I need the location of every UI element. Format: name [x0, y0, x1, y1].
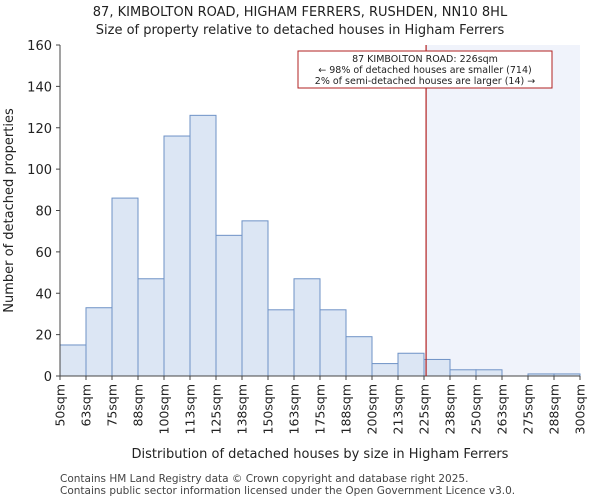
bar [137, 278, 165, 377]
x-tick-label: 200sqm [365, 384, 380, 434]
x-tick-label: 275sqm [521, 384, 536, 434]
x-tick-label: 88sqm [131, 384, 146, 427]
x-tick-label: 238sqm [443, 384, 458, 434]
y-tick-label: 160 [27, 39, 52, 54]
bar [371, 363, 399, 377]
x-tick-label: 175sqm [313, 384, 328, 434]
x-tick-label: 288sqm [547, 384, 562, 434]
y-tick-label: 20 [35, 329, 52, 344]
bar [85, 307, 113, 377]
chart-title: 87, KIMBOLTON ROAD, HIGHAM FERRERS, RUSH… [92, 5, 508, 20]
y-tick-label: 60 [35, 246, 52, 261]
footer-line-2: Contains public sector information licen… [60, 485, 516, 497]
annotation-line-1: 87 KIMBOLTON ROAD: 226sqm [352, 54, 498, 65]
y-axis-title: Number of detached properties [2, 108, 17, 313]
x-tick-label: 150sqm [261, 384, 276, 434]
x-tick-label: 75sqm [105, 384, 120, 427]
x-tick-label: 263sqm [495, 384, 510, 434]
x-tick-label: 250sqm [469, 384, 484, 434]
y-tick-label: 40 [35, 287, 52, 302]
bar [163, 135, 191, 377]
bar [345, 336, 373, 377]
chart-title-block: 87, KIMBOLTON ROAD, HIGHAM FERRERS, RUSH… [0, 4, 600, 40]
x-tick-label: 300sqm [573, 384, 588, 434]
x-tick-label: 63sqm [79, 384, 94, 427]
x-tick-label: 163sqm [287, 384, 302, 434]
y-tick-label: 80 [35, 205, 52, 220]
highlight-region [426, 45, 580, 376]
bar [189, 114, 217, 377]
bar [293, 278, 321, 377]
bar [319, 309, 347, 377]
bar [449, 369, 477, 377]
y-tick-label: 0 [44, 370, 52, 385]
y-tick-label: 120 [27, 122, 52, 137]
bar [111, 197, 139, 377]
footer-line-1: Contains HM Land Registry data © Crown c… [60, 473, 469, 485]
y-tick-label: 140 [27, 80, 52, 95]
x-tick-label: 113sqm [183, 384, 198, 434]
x-tick-label: 125sqm [209, 384, 224, 434]
annotation-box [297, 50, 553, 89]
bar [241, 220, 269, 377]
annotation-line-3: 2% of semi-detached houses are larger (1… [315, 76, 535, 87]
bar [423, 358, 451, 377]
y-tick-label: 100 [27, 163, 52, 178]
bar [59, 344, 87, 377]
x-tick-label: 50sqm [53, 384, 68, 427]
x-tick-label: 213sqm [391, 384, 406, 434]
x-tick-label: 188sqm [339, 384, 354, 434]
x-axis-title: Distribution of detached houses by size … [132, 447, 509, 462]
annotation-line-2: ← 98% of detached houses are smaller (71… [318, 65, 531, 76]
x-tick-label: 225sqm [417, 384, 432, 434]
bar [397, 352, 425, 377]
bar [475, 369, 503, 377]
x-tick-label: 138sqm [235, 384, 250, 434]
bar [215, 234, 243, 377]
x-tick-label: 100sqm [157, 384, 172, 434]
bar [267, 309, 295, 377]
chart-subtitle: Size of property relative to detached ho… [95, 23, 505, 38]
